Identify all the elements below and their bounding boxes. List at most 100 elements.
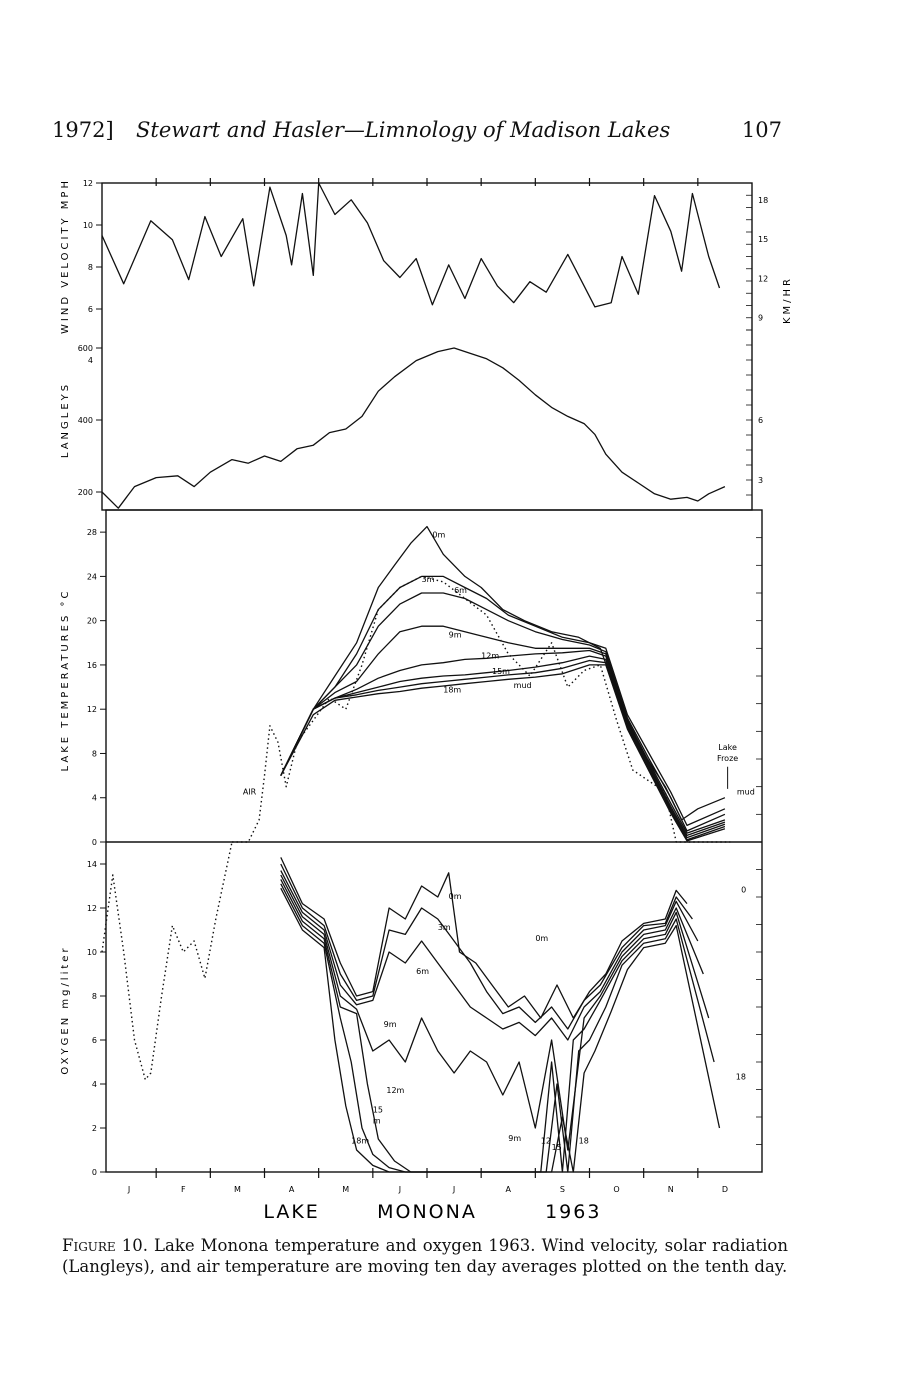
temperature-ytick-label: 0 [92,838,97,847]
temperature-series-mud [280,664,726,842]
caption-text: Lake Monona temperature and oxygen 1963.… [62,1236,788,1276]
oxygen-series-label: 15 [552,1143,562,1152]
temperature-ylabel: LAKE TEMPERATURES °C [60,589,71,772]
temp-series-label: mud [514,681,532,690]
temp-series-label: 6m [454,586,467,595]
wind-right-axis-label: KM/HR [782,276,793,324]
oxygen-series-label: 9m [508,1134,521,1143]
upper-frame [101,182,753,511]
oxygen-series-label: 6m [416,967,429,976]
oxygen-series-12m [280,879,710,1173]
page-header: 1972] Stewart and Hasler—Limnology of Ma… [52,118,782,148]
oxygen-ytick-label: 2 [92,1124,97,1133]
month-label: N [668,1185,674,1194]
oxygen-series-label: 0 [741,886,746,895]
temperature-series-0m [280,525,726,821]
month-label: S [560,1185,565,1194]
oxygen-series-air [101,841,233,1081]
temperature-series-12m [280,649,726,837]
temperature-series-15m [280,655,726,839]
wind-ytick-label: 12 [83,179,93,188]
temp-series-label: 9m [449,630,462,639]
temp-series-label: 18m [443,686,461,695]
journal-year: 1972] [52,118,114,142]
langleys-extra-tick-label: 4 [88,356,93,365]
oxygen-series-6m [280,870,699,1041]
month-label: M [342,1185,349,1194]
oxygen-ytick-label: 10 [87,948,97,957]
month-label: A [289,1185,295,1194]
month-label: O [613,1185,619,1194]
langleys-right-tick-label: 6 [758,416,763,425]
oxygen-series-3m [280,863,693,1030]
temperature-series-6m [280,592,726,832]
chart-title-monona: MONONA [377,1201,477,1223]
oxygen-series-15m [280,883,715,1173]
month-label: F [181,1185,186,1194]
oxygen-series-label: 12m [386,1086,404,1095]
oxygen-series-18m [280,887,721,1173]
chart-title-lake: LAKE [263,1201,319,1223]
oxygen-ytick-label: 8 [92,992,97,1001]
air-label: AIR [243,787,257,796]
wind-ytick-label: 6 [88,305,93,314]
oxygen-series-label: 18 [736,1073,746,1082]
lake-froze-label: Lake [718,743,737,752]
temperature-series-9m [280,625,726,834]
oxygen-series-0m [280,857,688,1019]
page-number: 107 [741,118,782,142]
temp-series-label: 15m [492,667,510,676]
temperature-ytick-label: 24 [87,572,97,581]
wind-series-line [101,182,721,308]
wind-right-tick-label: 18 [758,196,768,205]
langleys-ytick-label: 200 [78,488,93,497]
langleys-ytick-label: 400 [78,416,93,425]
oxygen-ytick-label: 12 [87,904,97,913]
temperature-ytick-label: 8 [92,749,97,758]
temperature-ytick-label: 20 [87,617,97,626]
wind-ytick-label: 8 [88,263,93,272]
oxygen-ytick-label: 14 [87,860,97,869]
oxygen-series-label: 0m [449,892,462,901]
mud-label: mud [737,787,755,796]
figure-label: Figure 10. [62,1236,148,1255]
temperature-ytick-label: 4 [92,794,97,803]
wind-ylabel: WIND VELOCITY MPH [60,178,71,334]
oxygen-ytick-label: 0 [92,1168,97,1177]
langleys-ylabel: LANGLEYS [60,382,71,458]
wind-right-tick-label: 12 [758,274,768,283]
oxygen-series-label: 12 [541,1136,551,1145]
lower-frame [105,509,763,1173]
wind-right-tick-label: 9 [758,314,763,323]
temp-series-label: 0m [432,531,445,540]
wind-right-tick-label: 15 [758,235,768,244]
langleys-right-tick-label: 3 [758,476,763,485]
oxygen-series-label: 3m [438,923,451,932]
month-label: J [127,1185,130,1194]
month-label: D [722,1185,728,1194]
temperature-series-18m [280,659,726,841]
oxygen-series-label: 18m [351,1136,369,1145]
oxygen-series-9m [280,874,704,1151]
temperature-ytick-label: 16 [87,661,97,670]
wind-ytick-label: 10 [83,221,93,230]
month-label: J [398,1185,401,1194]
temp-series-label: 3m [422,575,435,584]
month-label: J [452,1185,455,1194]
langleys-ytick-label: 600 [78,344,93,353]
oxygen-ytick-label: 4 [92,1080,97,1089]
running-title: Stewart and Hasler—Limnology of Madison … [136,118,671,142]
oxygen-ytick-label: 6 [92,1036,97,1045]
chart-title-year: 1963 [545,1201,601,1223]
oxygen-series-label: m [373,1117,381,1126]
month-label: A [506,1185,512,1194]
oxygen-series-label: 0m [535,934,548,943]
month-label: M [234,1185,241,1194]
temperature-series-3m [280,575,726,827]
oxygen-series-label: 9m [384,1020,397,1029]
temperature-ytick-label: 28 [87,528,97,537]
lake-froze-label: Froze [717,754,738,763]
temperature-ytick-label: 12 [87,705,97,714]
oxygen-ylabel: OXYGEN mg/liter [60,945,71,1074]
